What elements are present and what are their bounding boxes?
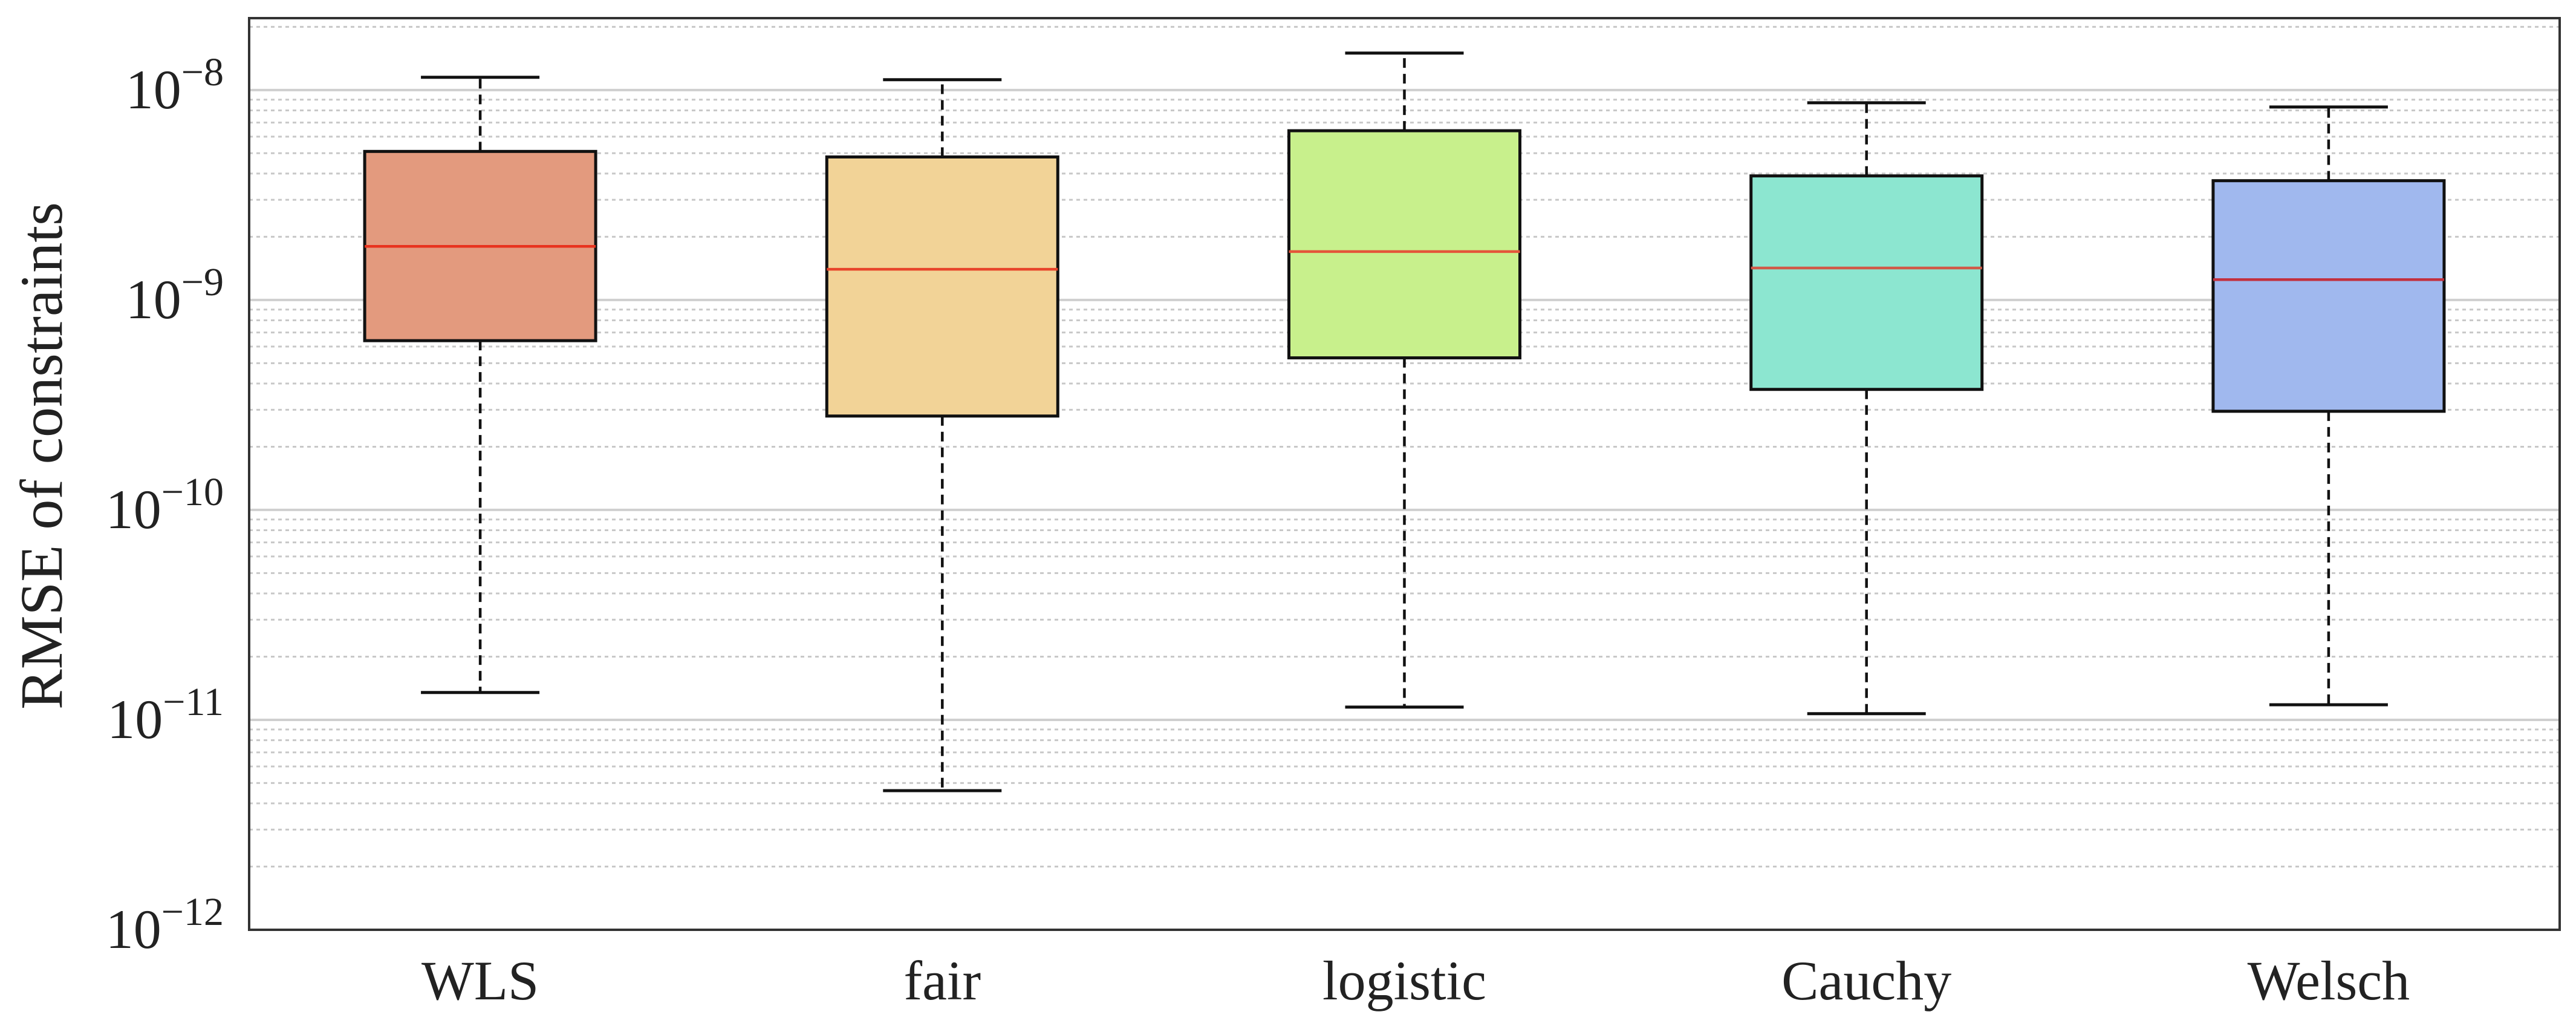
- y-tick-label: 10−10: [106, 470, 224, 540]
- y-tick-label: 10−11: [107, 680, 224, 750]
- y-tick-label: 10−12: [106, 890, 224, 960]
- x-tick-label: fair: [903, 950, 981, 1011]
- y-axis-label: RMSE of constraints: [8, 202, 75, 710]
- plot-frame: [248, 17, 2561, 931]
- y-tick-label: 10−9: [126, 260, 224, 330]
- box-fair: [825, 155, 1059, 418]
- y-tick-labels: 10−12 10−11 10−10 10−9 10−8: [106, 50, 224, 960]
- box-cauchy: [1749, 174, 1984, 391]
- x-tick-label: Welsch: [2248, 950, 2410, 1011]
- whiskers: [421, 51, 2388, 792]
- x-tick-label: WLS: [421, 950, 539, 1011]
- x-tick-label: logistic: [1322, 950, 1486, 1011]
- box-logistic: [1287, 129, 1521, 360]
- box-welsch: [2211, 179, 2446, 413]
- x-tick-labels: WLS fair logistic Cauchy Welsch: [421, 950, 2410, 1011]
- boxes: [363, 129, 2446, 418]
- y-tick-label: 10−8: [126, 50, 224, 120]
- x-tick-label: Cauchy: [1781, 950, 1951, 1011]
